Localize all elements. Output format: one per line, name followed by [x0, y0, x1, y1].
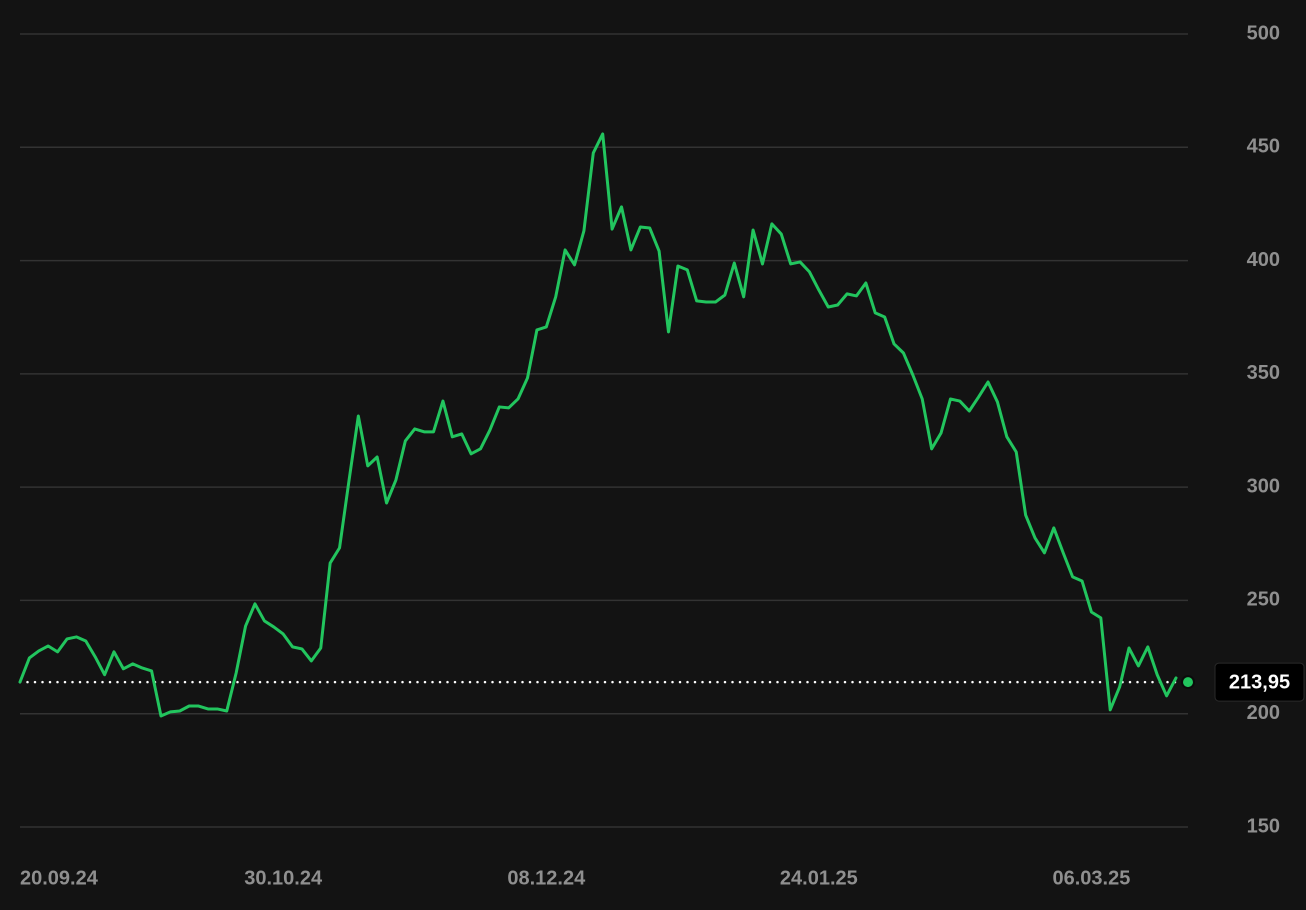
y-tick-label: 350	[1247, 362, 1280, 384]
x-tick-label: 30.10.24	[244, 867, 323, 889]
y-tick-label: 150	[1247, 815, 1280, 837]
y-tick-label: 450	[1247, 136, 1280, 158]
price-line	[18, 132, 1178, 718]
y-tick-label: 250	[1247, 589, 1280, 611]
x-tick-label: 24.01.25	[780, 867, 858, 889]
x-tick-label: 06.03.25	[1052, 867, 1130, 889]
y-tick-label: 400	[1247, 249, 1280, 271]
y-tick-label: 500	[1247, 22, 1280, 44]
y-tick-label: 300	[1247, 475, 1280, 497]
last-price-dot	[1181, 675, 1195, 690]
x-tick-label: 20.09.24	[20, 867, 99, 889]
x-tick-label: 08.12.24	[507, 867, 586, 889]
last-price-badge	[1214, 662, 1305, 702]
last-price-label: 213,95	[1229, 671, 1290, 693]
y-tick-label: 200	[1247, 702, 1280, 724]
